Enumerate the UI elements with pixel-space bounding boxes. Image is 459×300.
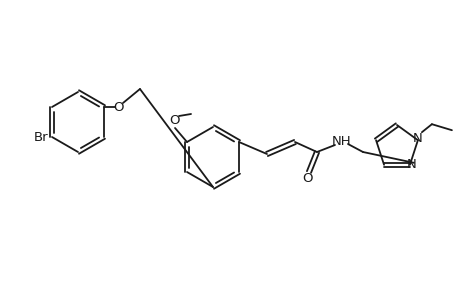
Text: O: O xyxy=(302,172,313,185)
Text: O: O xyxy=(113,100,124,113)
Text: NH: NH xyxy=(331,134,351,148)
Text: Br: Br xyxy=(34,130,48,143)
Text: N: N xyxy=(406,158,416,171)
Text: N: N xyxy=(412,132,422,145)
Text: O: O xyxy=(168,113,179,127)
